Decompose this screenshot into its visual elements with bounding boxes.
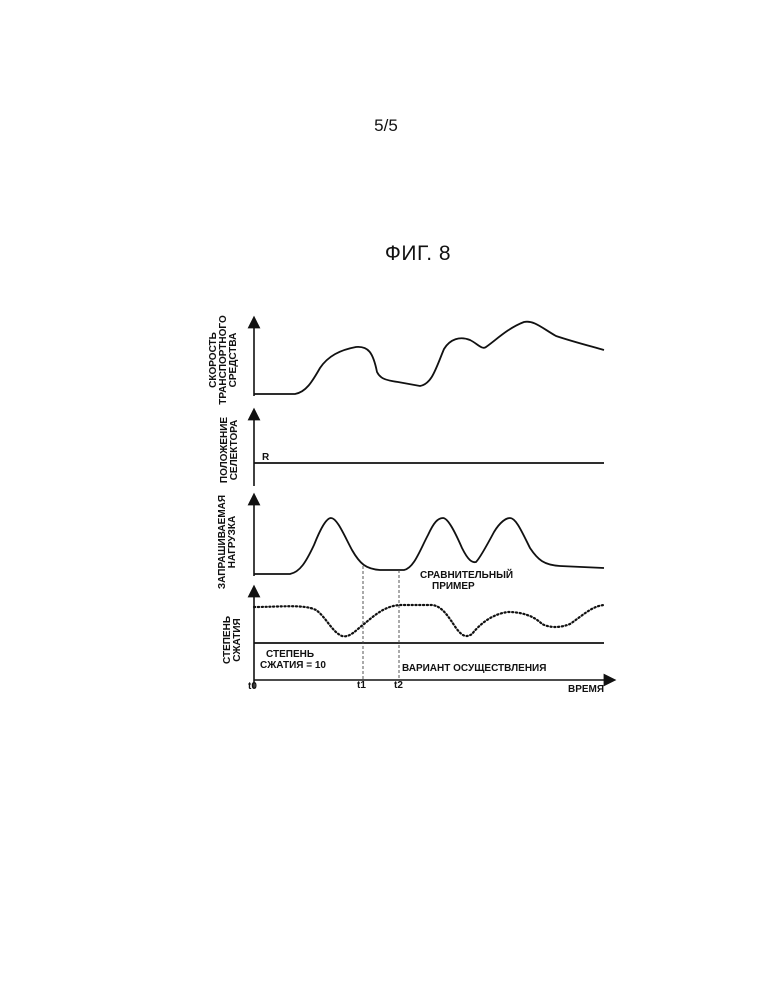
t0-label: t0 [248, 681, 257, 692]
fixed-ratio-line2: СЖАТИЯ = 10 [260, 660, 326, 671]
time-axis-label: ВРЕМЯ [568, 684, 604, 695]
t2-label: t2 [394, 680, 403, 691]
selector-position-label: R [262, 452, 270, 463]
compression-label: СТЕПЕНЬ СЖАТИЯ [222, 616, 243, 664]
load-label: ЗАПРАШИВАЕМАЯ НАГРУЗКА [217, 495, 238, 589]
compression-label-line2: СЖАТИЯ [232, 618, 243, 661]
selector-label: ПОЛОЖЕНИЕ СЕЛЕКТОРА [219, 417, 240, 483]
speed-curve [254, 322, 604, 394]
speed-label-line3: СРЕДСТВА [228, 333, 239, 388]
t1-label: t1 [357, 680, 366, 691]
fixed-ratio-line1: СТЕПЕНЬ [266, 649, 314, 660]
comparative-label-line1: СРАВНИТЕЛЬНЫЙ [420, 568, 513, 581]
speed-label: СКОРОСТЬ ТРАНСПОРТНОГО СРЕДСТВА [208, 315, 239, 405]
comparative-example-curve [254, 605, 604, 636]
embodiment-label: ВАРИАНТ ОСУЩЕСТВЛЕНИЯ [402, 663, 546, 674]
comparative-label-line2: ПРИМЕР [432, 581, 475, 592]
load-label-line2: НАГРУЗКА [227, 516, 238, 568]
load-curve [254, 518, 604, 574]
selector-label-line2: СЕЛЕКТОРА [229, 420, 240, 481]
